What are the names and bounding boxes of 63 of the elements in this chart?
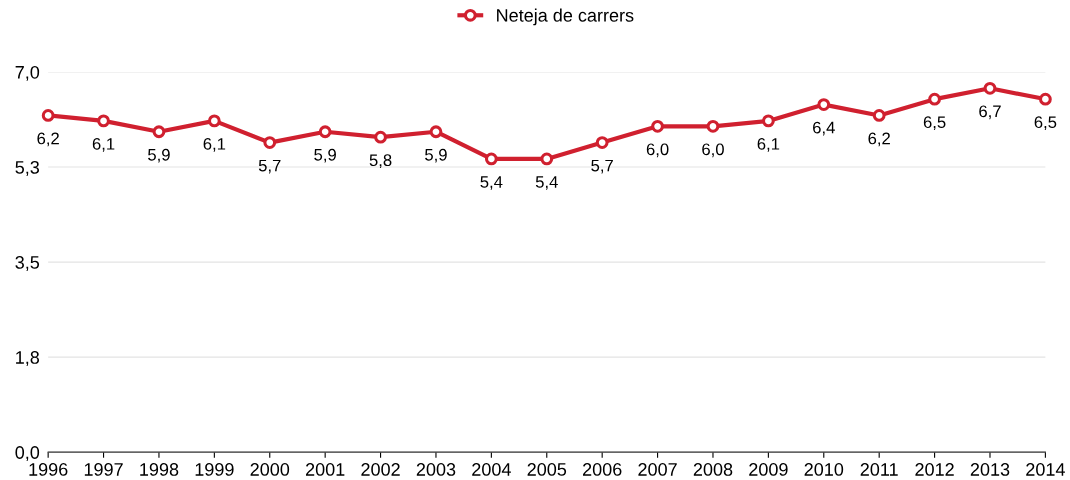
x-tick-label: 2005 (527, 463, 567, 476)
data-label: 5,7 (258, 159, 281, 174)
point (318, 125, 332, 139)
point (484, 152, 498, 166)
y-tick-label: 5,3 (15, 160, 40, 176)
x-tick-label: 2003 (416, 463, 456, 476)
point (983, 81, 997, 95)
y-tick-label: 3,5 (15, 256, 40, 271)
y-tick-label: 7,0 (15, 65, 40, 81)
x-tick-label: 2014 (1026, 463, 1065, 476)
point (872, 109, 886, 122)
x-tick-label: 2008 (693, 463, 733, 476)
y-tick-label: 0,0 (15, 446, 40, 462)
data-label: 6,2 (37, 132, 59, 147)
point (540, 152, 554, 166)
point (152, 125, 166, 139)
x-tick-label: 2009 (749, 463, 788, 476)
data-label: 6,1 (203, 137, 226, 152)
point (97, 114, 110, 128)
x-tick-label: 2010 (804, 463, 844, 476)
point (374, 130, 387, 144)
point (595, 136, 609, 149)
data-label: 6,1 (92, 137, 115, 152)
x-tick-label: 2012 (915, 463, 954, 476)
x-tick-label: 2013 (970, 463, 1010, 476)
point (928, 92, 941, 106)
point (761, 114, 775, 128)
x-tick-label: 2011 (860, 463, 898, 476)
data-label: 5,4 (535, 176, 558, 190)
point (207, 114, 221, 128)
x-tick-label: 1996 (29, 463, 68, 476)
data-label: 6,4 (813, 121, 835, 136)
data-label: 6,2 (868, 132, 890, 147)
data-label: 6,1 (757, 137, 780, 152)
data-label: 5,9 (425, 148, 447, 163)
data-label: 5,4 (480, 176, 503, 190)
point (429, 125, 443, 139)
x-tick-label: 2002 (361, 463, 400, 476)
data-label: 6,7 (979, 105, 1001, 120)
data-label: 5,8 (369, 154, 392, 169)
x-tick-label: 1997 (84, 463, 123, 476)
data-label: 5,9 (314, 148, 336, 163)
x-tick-label: 2001 (305, 463, 345, 476)
data-label: 6,0 (702, 143, 724, 158)
x-tick-label: 2004 (472, 463, 511, 476)
point (1039, 92, 1052, 106)
point (263, 136, 277, 149)
data-label: 6,0 (646, 143, 669, 158)
x-tick-label: 2006 (583, 463, 622, 476)
data-label: 6,5 (923, 116, 946, 131)
legend-label: Neteja de carrers (497, 8, 634, 26)
point (41, 109, 55, 122)
x-tick-label: 1999 (195, 463, 234, 476)
point (651, 119, 664, 133)
data-label: 5,9 (148, 148, 170, 163)
x-tick-label: 2007 (638, 463, 677, 476)
point (706, 119, 720, 133)
x-tick-label: 2000 (250, 463, 290, 476)
data-label: 6,5 (1034, 116, 1057, 131)
x-tick-label: 1998 (140, 463, 179, 476)
data-label: 5,7 (591, 159, 613, 174)
y-tick-label: 1,8 (16, 351, 40, 366)
point (817, 98, 831, 111)
